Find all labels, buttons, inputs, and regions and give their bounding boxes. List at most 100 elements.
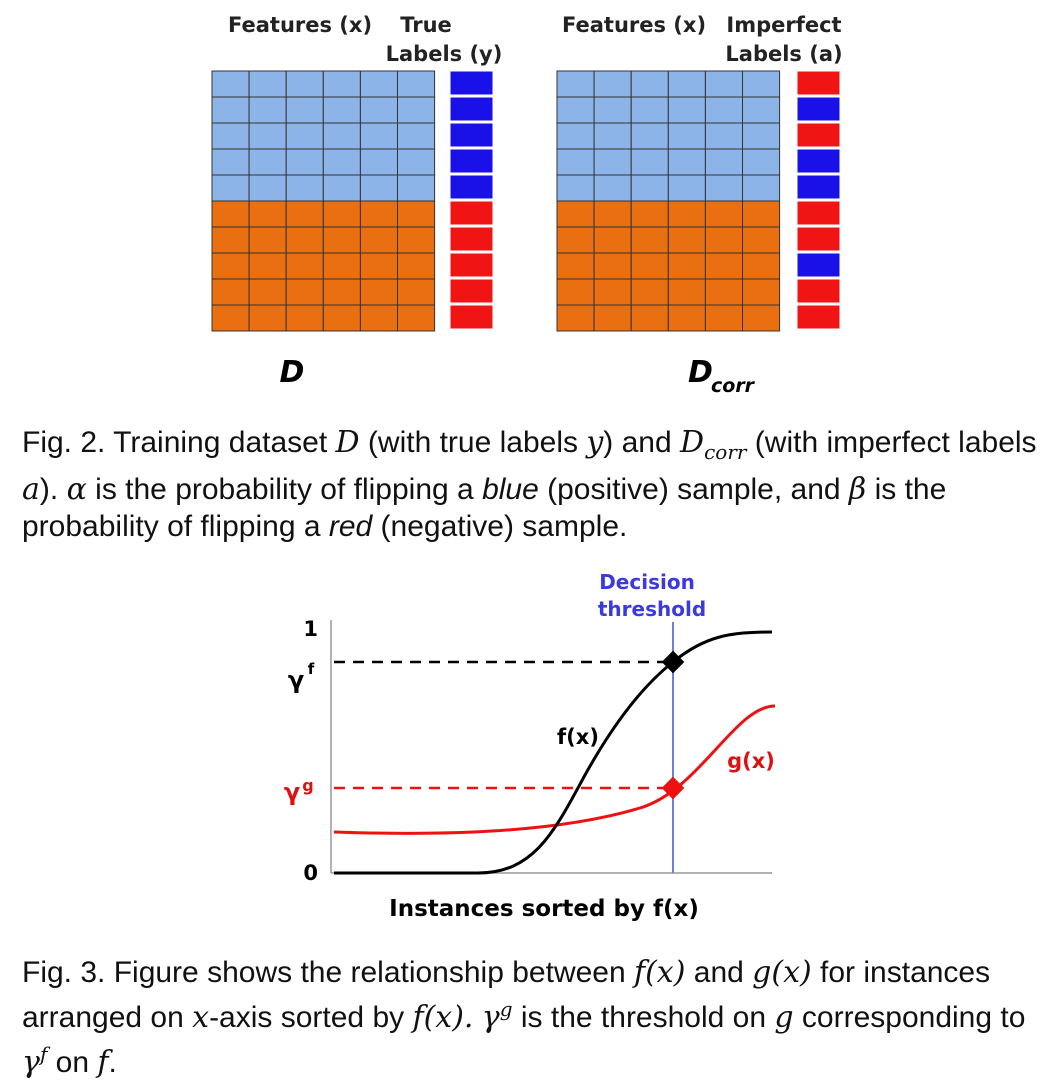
feature-cell [742, 122, 781, 150]
feature-cell [667, 96, 706, 124]
gamma-f-label: γ [288, 666, 304, 694]
emphasis-blue: blue [482, 473, 539, 506]
feature-cell [556, 304, 595, 332]
feature-cell [742, 278, 781, 306]
feature-cell [704, 278, 744, 306]
blue-label-cell [449, 174, 494, 200]
true-label-column [449, 70, 494, 330]
blue-label-cell [796, 96, 841, 122]
g-threshold-marker [661, 776, 685, 800]
caption-text: Fig. 3. Figure shows the relationship be… [22, 956, 634, 989]
y-tick-zero: 0 [303, 861, 318, 885]
red-label-cell [449, 252, 494, 278]
feature-cell [322, 96, 361, 124]
feature-cell [248, 70, 287, 98]
g-curve [333, 704, 776, 835]
feature-cell [285, 96, 324, 124]
feature-cell [211, 174, 250, 202]
feature-cell [248, 226, 287, 254]
red-label-cell [796, 226, 841, 252]
caption-text: is the probability of flipping a [22, 473, 947, 543]
blue-label-cell [449, 148, 494, 174]
feature-cell [742, 70, 781, 98]
feature-cell [630, 70, 669, 98]
feature-cell [359, 226, 398, 254]
math-gamma-f: γf [22, 1042, 47, 1080]
feature-cell [556, 252, 595, 280]
feature-cell [397, 70, 436, 98]
red-label-cell [796, 70, 841, 96]
math-superscript: g [499, 997, 513, 1021]
left-labels-header-2: Labels (y) [386, 42, 503, 66]
imperfect-label-column [796, 70, 841, 330]
math-alpha: α [66, 472, 87, 507]
f-curve-label: f(x) [557, 725, 599, 749]
blue-label-cell [449, 70, 494, 96]
feature-cell [556, 174, 595, 202]
feature-cell [211, 304, 250, 332]
math-gamma: γ [481, 1000, 500, 1035]
feature-cell [285, 252, 324, 280]
math-d: D [680, 425, 705, 460]
feature-cell [322, 70, 361, 98]
caption-text [473, 1001, 481, 1034]
fig2-right-panel: Features (x) Imperfect Labels (a) D corr [556, 13, 843, 397]
feature-cell [359, 148, 398, 176]
caption-text: Fig. 2. Training dataset [22, 426, 336, 459]
feature-cell [397, 148, 436, 176]
caption-text: (positive) sample, and [538, 473, 849, 506]
feature-cell [667, 200, 706, 228]
feature-cell [593, 304, 632, 332]
red-label-cell [796, 122, 841, 148]
feature-cell [593, 122, 632, 150]
f-curve [334, 630, 773, 875]
feature-cell [556, 200, 595, 228]
x-axis-label: Instances sorted by f(x) [389, 896, 699, 922]
feature-cell [397, 304, 436, 332]
feature-cell [322, 148, 361, 176]
threshold-label-2: threshold [598, 597, 706, 621]
feature-cell [397, 96, 436, 124]
caption-text: . [108, 1046, 117, 1079]
caption-text: ). [39, 473, 67, 506]
feature-cell [322, 304, 361, 332]
red-label-cell [449, 200, 494, 226]
math-a: a [22, 472, 40, 507]
feature-cell [248, 200, 287, 228]
feature-cell [285, 174, 324, 202]
feature-cell [667, 148, 706, 176]
feature-cell [211, 122, 250, 150]
feature-cell [211, 278, 250, 306]
feature-cell [397, 122, 436, 150]
y-tick-one: 1 [303, 617, 318, 641]
feature-cell [359, 304, 398, 332]
blue-label-cell [796, 174, 841, 200]
caption-text: corresponding to [793, 1001, 1026, 1034]
fig2-left-panel: Features (x) True Labels (y) D [211, 13, 503, 390]
feature-cell [285, 304, 324, 332]
feature-cell [322, 252, 361, 280]
feature-cell [667, 304, 706, 332]
feature-cell [704, 200, 744, 228]
feature-cell [630, 278, 669, 306]
feature-cell [248, 278, 287, 306]
feature-cell [704, 174, 744, 202]
caption-text: (negative) sample. [372, 510, 628, 543]
dataset-dcorr-subscript: corr [711, 375, 756, 397]
feature-cell [630, 252, 669, 280]
left-feature-grid [211, 70, 436, 332]
feature-cell [667, 226, 706, 254]
feature-cell [742, 252, 781, 280]
feature-cell [667, 278, 706, 306]
feature-cell [704, 122, 744, 150]
blue-label-cell [449, 96, 494, 122]
g-curve-label: g(x) [727, 749, 775, 773]
feature-cell [359, 200, 398, 228]
feature-cell [593, 226, 632, 254]
feature-cell [248, 96, 287, 124]
feature-cell [248, 174, 287, 202]
feature-cell [248, 148, 287, 176]
caption-text: -axis sorted by [209, 1001, 413, 1034]
feature-cell [397, 226, 436, 254]
math-fx: f(x). [412, 1000, 474, 1035]
